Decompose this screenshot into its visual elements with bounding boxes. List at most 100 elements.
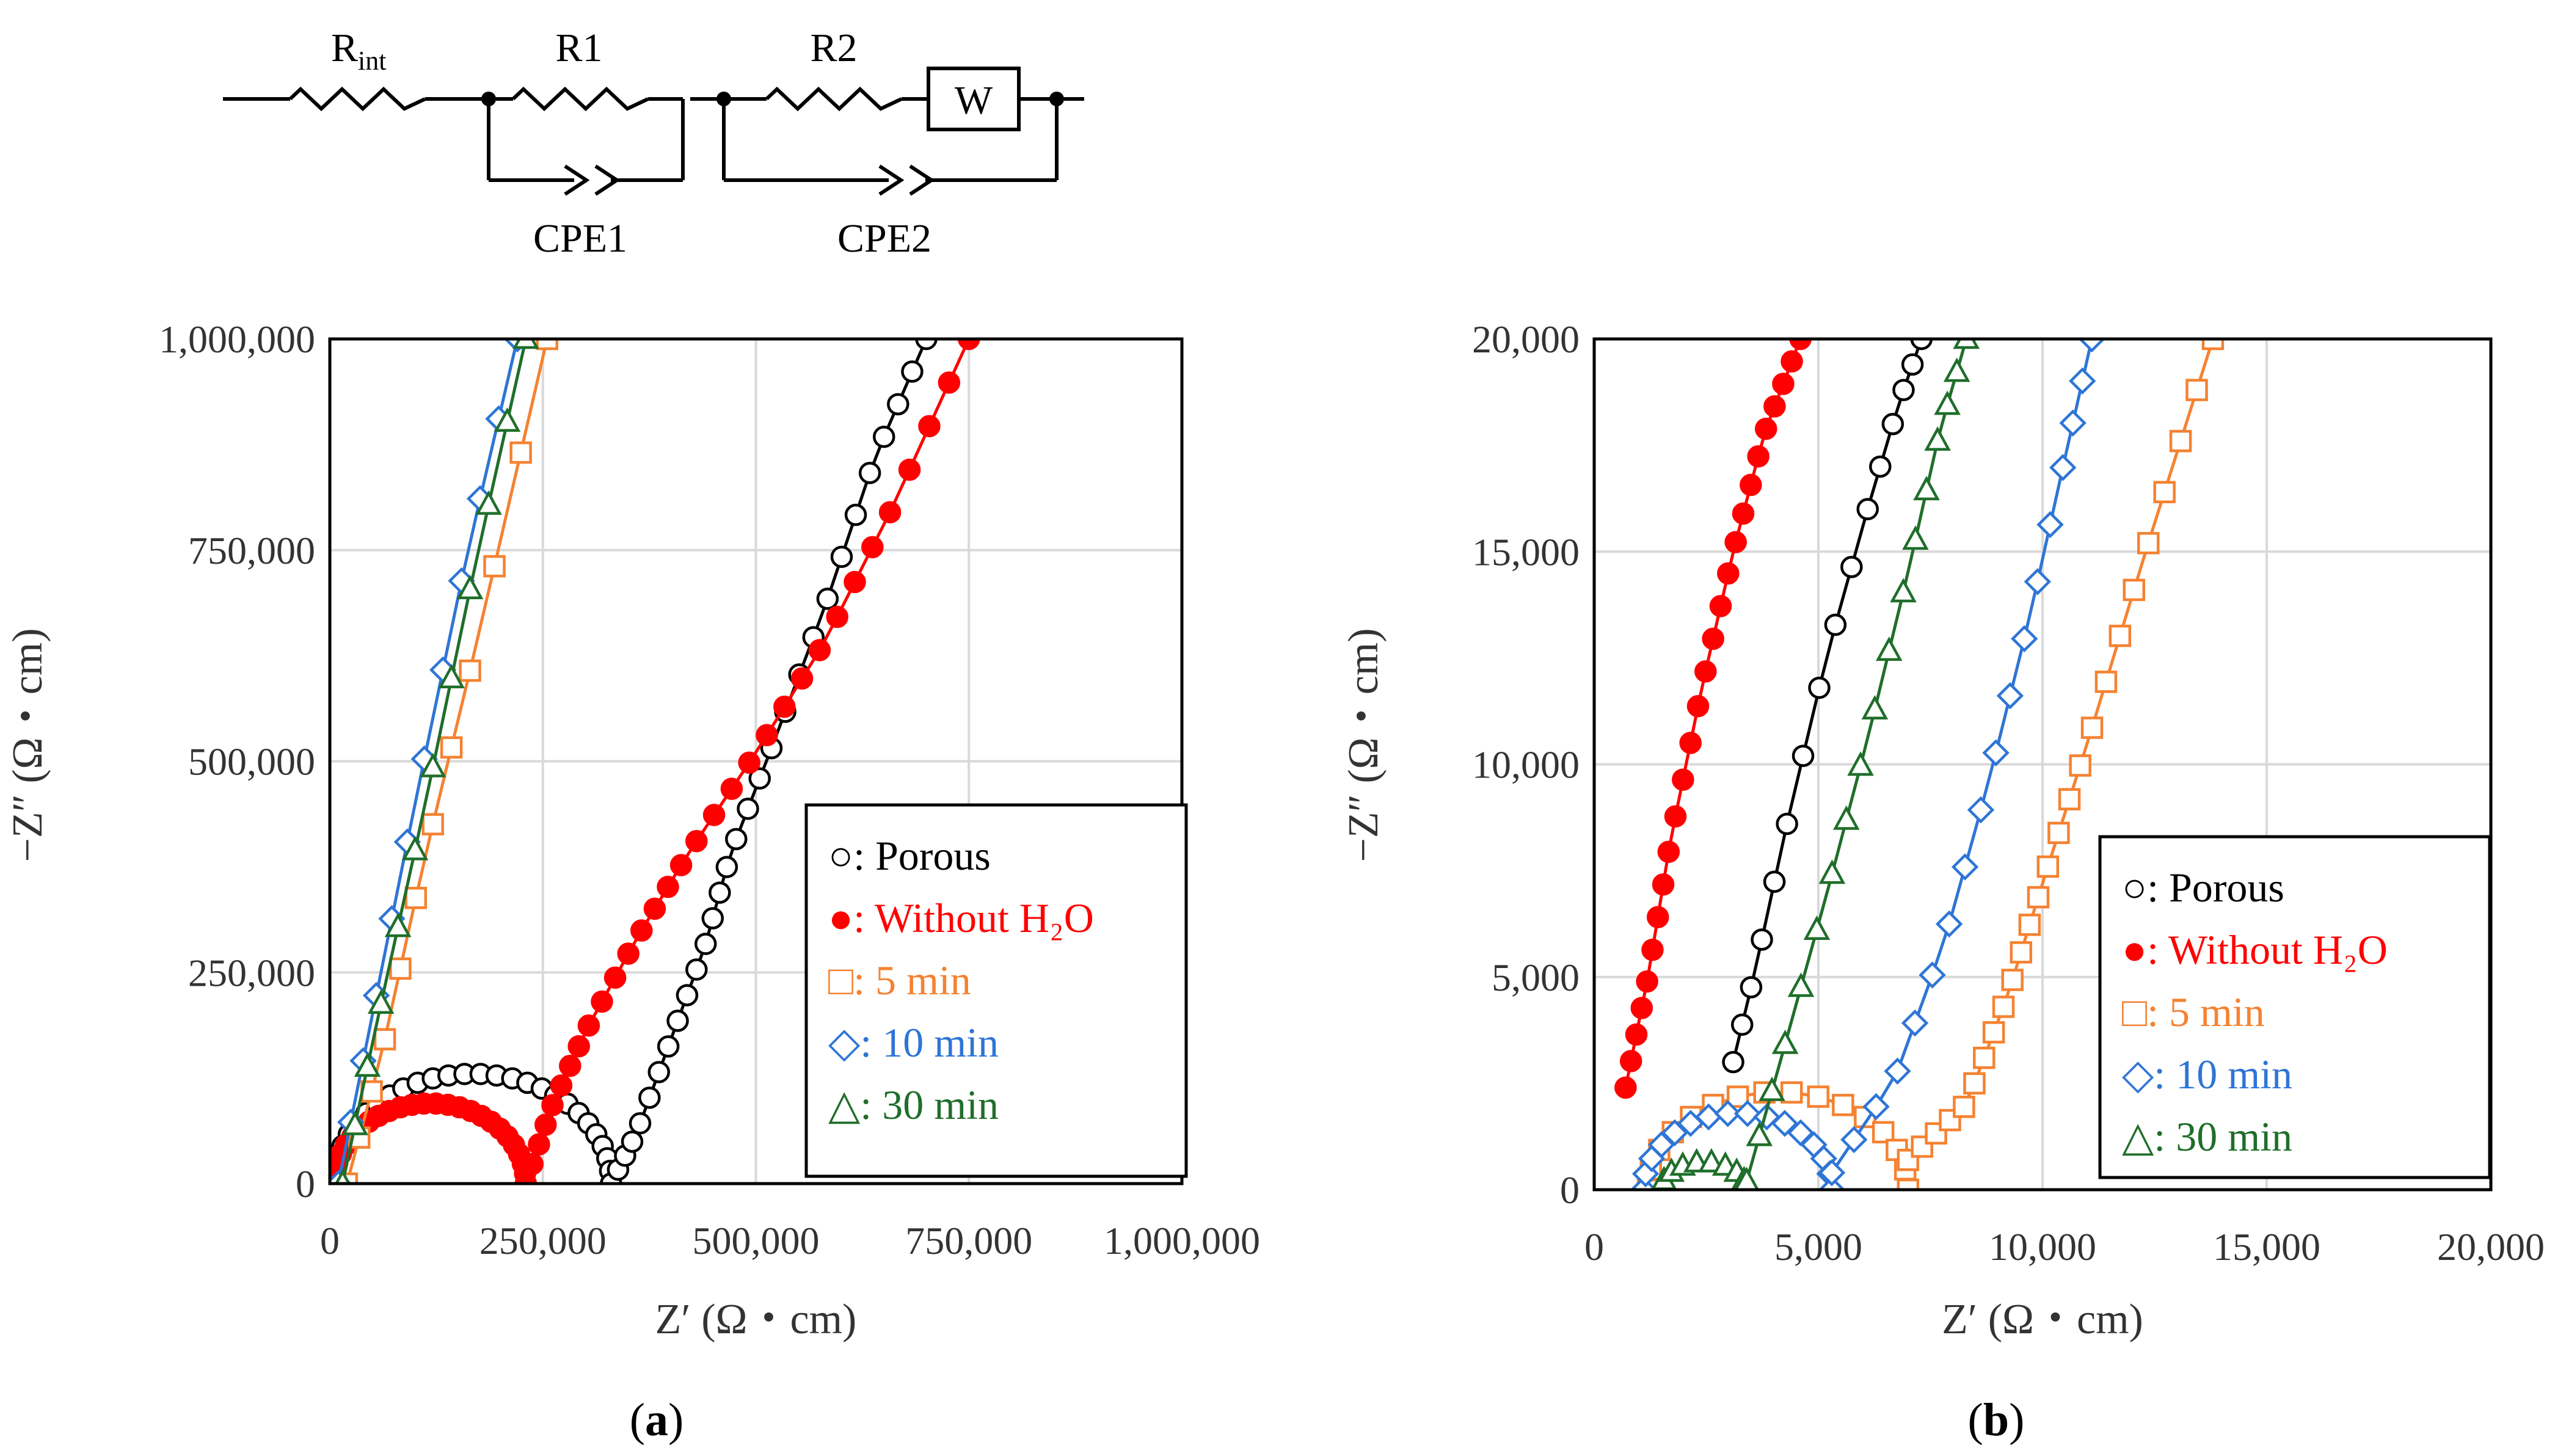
data-point-a-1-27 — [521, 1152, 544, 1176]
data-point-a-1-35 — [591, 990, 613, 1013]
data-point-b-2-30 — [2047, 821, 2070, 845]
data-point-b-3-28 — [2024, 568, 2051, 595]
data-point-a-1-52 — [861, 536, 884, 559]
label-rint-main: R — [331, 26, 358, 70]
panel-label-b: (b) — [1968, 1394, 2025, 1446]
data-point-b-2-41 — [2201, 339, 2225, 351]
data-point-a-1-42 — [685, 829, 708, 853]
data-point-a-0-33 — [638, 1087, 661, 1109]
x-tick-label-a-2: 500,000 — [693, 1219, 820, 1262]
data-point-b-4-12 — [1759, 1076, 1785, 1101]
data-point-a-2-8 — [459, 659, 481, 682]
x-tick-label-b-2: 10,000 — [1989, 1225, 2096, 1269]
data-point-a-2-4 — [389, 957, 412, 980]
data-point-b-3-17 — [1840, 1126, 1868, 1154]
panel-letter-a: a — [645, 1394, 668, 1446]
data-point-a-4-3 — [367, 989, 395, 1014]
legend-entry-b-4: △: 30 min — [2122, 1113, 2292, 1160]
data-point-b-1-4 — [1636, 970, 1658, 993]
data-point-a-0-43 — [725, 828, 748, 851]
data-point-b-3-27 — [2011, 625, 2038, 653]
data-point-b-1-17 — [1724, 531, 1747, 553]
data-point-b-3-25 — [1982, 739, 2010, 766]
data-point-b-3-23 — [1951, 853, 1979, 881]
data-point-b-1-25 — [1789, 339, 1812, 351]
data-point-a-0-45 — [748, 767, 771, 790]
data-point-b-1-23 — [1772, 373, 1795, 395]
label-cpe1: CPE1 — [533, 216, 627, 261]
data-point-a-4-9 — [475, 490, 502, 515]
circuit-nodes — [481, 92, 1064, 106]
label-rint-sub: int — [358, 46, 386, 76]
data-point-b-0-3 — [1751, 928, 1773, 951]
y-tick-label-b-4: 20,000 — [1472, 318, 1580, 361]
data-point-a-1-31 — [550, 1074, 573, 1097]
data-point-b-1-10 — [1672, 768, 1694, 791]
x-tick-label-a-1: 250,000 — [479, 1219, 607, 1262]
series-a-5-min — [335, 339, 558, 1184]
chart-b: 0 5,000 10,000 15,000 20,000 0 5,000 10,000 15,0… — [1340, 318, 2545, 1343]
data-point-a-0-57 — [915, 339, 938, 351]
data-point-b-0-7 — [1808, 676, 1831, 699]
data-point-a-1-33 — [567, 1035, 590, 1058]
x-tick-label-b-0: 0 — [1584, 1225, 1604, 1269]
plot-frame-b — [1592, 337, 2493, 1192]
y-axis-label-a: −Z″ (Ω・cm) — [4, 628, 51, 862]
data-point-a-4-1 — [341, 1110, 369, 1135]
data-point-b-3-30 — [2049, 454, 2077, 481]
data-point-b-3-32 — [2069, 367, 2096, 395]
data-point-a-2-6 — [421, 813, 444, 835]
data-point-b-2-40 — [2185, 379, 2208, 401]
data-point-b-1-20 — [1747, 445, 1770, 468]
data-point-b-1-21 — [1755, 417, 1777, 440]
data-point-a-1-48 — [790, 667, 814, 690]
data-point-a-2-11 — [536, 339, 558, 351]
data-point-b-0-0 — [1722, 1050, 1744, 1074]
data-point-a-0-41 — [709, 881, 731, 904]
y-tick-label-b-1: 5,000 — [1492, 956, 1580, 999]
y-tick-label-a-0: 0 — [296, 1162, 315, 1206]
data-point-b-3-7 — [1714, 1100, 1741, 1127]
data-point-b-4-17 — [1832, 805, 1860, 830]
data-point-b-0-5 — [1776, 812, 1798, 835]
data-point-a-1-47 — [773, 696, 796, 718]
series-b-10-min — [1630, 339, 2105, 1190]
x-tick-label-a-0: 0 — [320, 1219, 340, 1262]
data-point-a-1-32 — [559, 1055, 581, 1077]
data-point-a-2-5 — [404, 887, 428, 909]
data-point-b-1-1 — [1619, 1050, 1642, 1072]
data-point-b-4-27 — [1953, 339, 1980, 349]
data-point-a-1-34 — [577, 1014, 600, 1037]
data-point-b-4-19 — [1861, 695, 1889, 720]
data-point-b-3-10 — [1771, 1110, 1799, 1137]
data-point-b-4-18 — [1847, 751, 1874, 776]
data-point-b-3-19 — [1884, 1057, 1911, 1085]
data-point-a-1-39 — [643, 897, 666, 920]
data-point-a-0-39 — [694, 933, 717, 955]
data-point-b-2-9 — [1807, 1085, 1829, 1108]
data-point-a-4-2 — [354, 1052, 381, 1077]
data-point-b-0-4 — [1763, 870, 1786, 893]
data-point-a-2-9 — [483, 555, 506, 578]
legend-entry-a-1: ●: Without H₂O — [828, 895, 1094, 941]
data-point-b-3-4 — [1661, 1119, 1688, 1147]
data-point-a-2-3 — [373, 1028, 396, 1050]
data-point-a-1-46 — [756, 724, 778, 746]
data-point-b-2-35 — [2109, 624, 2132, 647]
data-point-b-3-8 — [1733, 1100, 1762, 1127]
data-point-a-0-50 — [816, 588, 839, 610]
data-point-b-1-22 — [1763, 395, 1786, 418]
data-point-b-1-11 — [1679, 732, 1702, 754]
data-point-a-0-52 — [844, 503, 867, 526]
plot-area-b — [1614, 339, 2225, 1190]
data-point-a-1-50 — [826, 605, 848, 628]
legend-entry-a-3: ◇: 10 min — [828, 1019, 999, 1066]
data-point-b-2-21 — [1963, 1072, 1986, 1095]
data-point-b-0-12 — [1881, 413, 1904, 435]
data-point-b-1-24 — [1781, 350, 1803, 373]
data-point-b-3-24 — [1967, 796, 1995, 824]
series-a-porous — [330, 339, 938, 1184]
data-point-b-1-12 — [1686, 694, 1710, 718]
legend-box-a — [804, 803, 1188, 1178]
legend-entry-a-2: □: 5 min — [828, 957, 971, 1003]
